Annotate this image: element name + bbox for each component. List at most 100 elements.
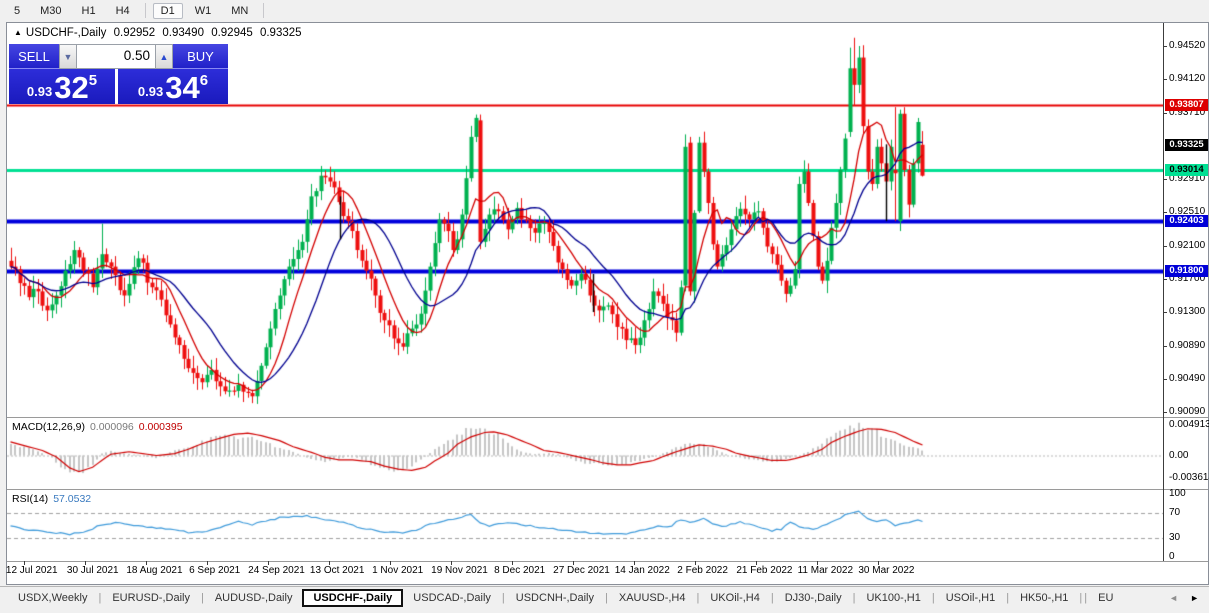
symbol-name: USDCHF-,Daily	[25, 27, 107, 39]
date-tick	[24, 561, 25, 565]
period-button-5[interactable]: 5	[14, 4, 21, 17]
price-axis-label: 0.91300	[1169, 306, 1206, 318]
period-button-mn[interactable]: MN	[231, 4, 249, 17]
macd-name: MACD(12,26,9)	[12, 421, 85, 433]
chart-title: ▲ USDCHF-,Daily 0.92952 0.93490 0.92945 0…	[14, 27, 306, 39]
volume-decrease-button[interactable]: ▼	[59, 44, 77, 69]
ohlc-close: 0.93325	[259, 27, 302, 39]
tab-usdcad-[interactable]: USDCAD-,Daily	[413, 591, 491, 604]
rsi-axis-label: 100	[1169, 488, 1186, 500]
price-axis-label: 0.93710	[1169, 106, 1206, 118]
tab-separator: |	[501, 591, 505, 604]
ohlc-high: 0.93490	[162, 27, 204, 39]
period-button-d1[interactable]: D1	[152, 2, 183, 19]
volume-increase-button[interactable]: ▲	[155, 44, 173, 69]
tab-eurusd-[interactable]: EURUSD-,Daily	[112, 591, 190, 604]
tab-scroll-right-icon[interactable]: ►	[1190, 592, 1199, 603]
date-label: 14 Jan 2022	[614, 565, 670, 576]
price-axis-label: 0.90490	[1169, 372, 1206, 384]
date-label: 8 Dec 2021	[494, 565, 546, 576]
buy-price-display[interactable]: 0.93 34 6	[118, 69, 228, 104]
buy-button[interactable]: BUY	[173, 44, 228, 69]
buy-price-big: 34	[165, 70, 200, 105]
price-axis-tick	[1163, 278, 1167, 280]
date-label: 1 Nov 2021	[372, 565, 424, 576]
timeframe-toolbar: 5 M30 H1 H4 D1 W1 MN	[0, 0, 1209, 21]
sell-price-big: 32	[54, 70, 89, 105]
price-axis-label: 0.94120	[1169, 73, 1206, 85]
buy-price-small: 0.93	[137, 84, 164, 99]
tab-usdchf-[interactable]: USDCHF-,Daily	[302, 588, 404, 607]
date-label: 11 Mar 2022	[797, 565, 854, 576]
date-label: 18 Aug 2021	[126, 565, 183, 576]
macd-signal-value: 0.000395	[138, 421, 183, 433]
tab-ukoil-[interactable]: UKOil-,H4	[710, 591, 760, 604]
period-button-h1[interactable]: H1	[81, 4, 96, 17]
macd-value: 0.000096	[89, 421, 134, 433]
price-level-badge: 0.93807	[1165, 98, 1208, 111]
date-tick	[573, 561, 574, 565]
rsi-axis-label: 30	[1169, 532, 1181, 543]
date-tick	[329, 561, 330, 565]
date-tick	[390, 561, 391, 565]
date-label: 30 Jul 2021	[66, 565, 119, 576]
date-tick	[146, 561, 147, 565]
sell-price-display[interactable]: 0.93 32 5	[9, 69, 115, 104]
tab-separator: |	[98, 591, 102, 604]
date-tick	[817, 561, 818, 565]
rsi-axis-label: 0	[1169, 550, 1175, 562]
rsi-axis-label: 70	[1169, 507, 1181, 518]
sell-price-small: 0.93	[26, 84, 53, 99]
period-button-m30[interactable]: M30	[40, 4, 62, 17]
period-button-w1[interactable]: W1	[194, 4, 212, 17]
price-level-badge: 0.93325	[1165, 138, 1208, 151]
date-tick	[878, 561, 879, 565]
date-label: 21 Feb 2022	[736, 565, 793, 576]
date-tick	[512, 561, 513, 565]
rsi-pane-canvas[interactable]	[7, 491, 1163, 561]
price-axis-tick	[1163, 412, 1167, 413]
tab-audusd-[interactable]: AUDUSD-,Daily	[214, 591, 293, 604]
tab-usdx[interactable]: USDX,Weekly	[18, 591, 88, 604]
tab-usoil-[interactable]: USOil-,H1	[945, 591, 996, 604]
tab-uk100-[interactable]: UK100-,H1	[866, 591, 921, 604]
date-label: 19 Nov 2021	[431, 565, 488, 576]
tab-separator: |	[605, 591, 608, 604]
price-axis-tick	[1163, 345, 1167, 347]
date-tick	[695, 561, 696, 565]
volume-input[interactable]: 0.50	[77, 44, 155, 69]
date-tick	[451, 561, 452, 565]
price-axis-tick	[1163, 112, 1167, 114]
price-axis-label: 0.90890	[1169, 339, 1206, 351]
tab-separator: |	[770, 591, 774, 604]
tab-separator: |	[1006, 591, 1010, 604]
rsi-name: RSI(14)	[12, 493, 49, 505]
date-tick	[207, 561, 208, 565]
sell-price-sup: 5	[88, 72, 98, 89]
price-level-badge: 0.91800	[1165, 264, 1208, 277]
tab-separator: |	[200, 591, 204, 604]
chart-tab-bar: USDX,Weekly | EURUSD-,Daily | AUDUSD-,Daily U…	[0, 586, 1209, 608]
date-tick	[268, 561, 269, 565]
toolbar-separator	[263, 3, 265, 18]
tab-separator: |	[1084, 591, 1088, 604]
price-axis-tick	[1163, 179, 1167, 181]
tab-usdcnh-[interactable]: USDCNH-,Daily	[515, 591, 595, 604]
macd-indicator-label: MACD(12,26,9) 0.000096 0.000395	[12, 421, 183, 433]
status-strip	[0, 608, 1209, 613]
period-button-h4[interactable]: H4	[115, 4, 130, 17]
tab-dj30-[interactable]: DJ30-,Daily	[784, 591, 842, 604]
sell-button[interactable]: SELL	[9, 44, 59, 69]
tab-hk50-[interactable]: HK50-,H1	[1020, 591, 1069, 604]
tab-separator: |	[1079, 591, 1083, 604]
pane-divider[interactable]	[7, 489, 1208, 491]
tab-xauusd-[interactable]: XAUUSD-,H4	[618, 591, 686, 604]
tab-scroll-left-icon[interactable]: ◄	[1169, 592, 1179, 603]
tab-separator: |	[696, 591, 700, 604]
chart-window[interactable]: ▲ USDCHF-,Daily 0.92952 0.93490 0.92945 0…	[6, 22, 1209, 585]
collapse-arrow-icon[interactable]: ▲	[14, 28, 22, 37]
one-click-trading-panel: SELL ▼ 0.50 ▲ BUY 0.93 32 5 0.93 34 6	[9, 44, 228, 104]
tab-eu-truncated[interactable]: EU	[1098, 591, 1114, 604]
pane-divider[interactable]	[7, 417, 1208, 419]
macd-pane-canvas[interactable]	[7, 419, 1163, 489]
